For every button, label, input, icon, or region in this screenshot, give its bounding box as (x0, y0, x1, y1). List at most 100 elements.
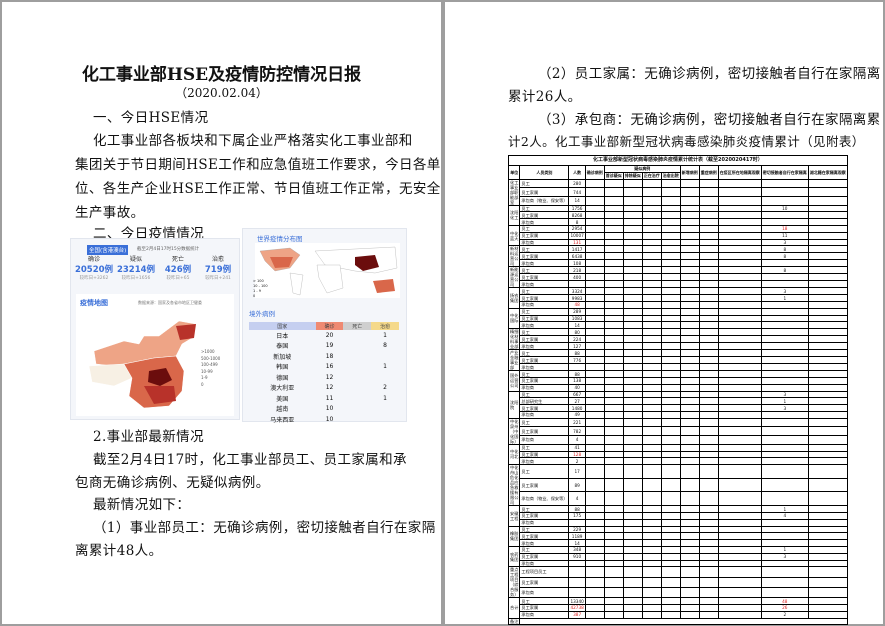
category-cell: 员工 (519, 266, 570, 275)
unit-cell: 国外运营公司 (507, 370, 521, 392)
home-isolation-cell (760, 457, 809, 466)
empty-cell (807, 342, 848, 351)
empty-cell (641, 491, 662, 507)
headcount-cell: 27 (568, 397, 586, 406)
unit-cell: 中化国际 (507, 307, 521, 330)
empty-cell (584, 335, 605, 344)
empty-cell (698, 363, 719, 372)
headcount-cell: 289 (568, 307, 586, 316)
empty-cell (717, 178, 762, 189)
empty-cell (584, 532, 605, 541)
home-isolation-cell (760, 211, 809, 220)
empty-cell (679, 363, 700, 372)
empty-cell (807, 457, 848, 466)
empty-cell (660, 370, 681, 378)
headcount-cell: 10007 (568, 231, 586, 240)
table-row: 重点工程项目（综合服务） 工程项目员工 (507, 566, 848, 599)
table-row: 农药集团 员工 348 1 (507, 545, 848, 568)
empty-cell (698, 280, 719, 289)
empty-cell (698, 417, 719, 428)
table-row: 承包商 387 2 (509, 610, 848, 619)
unit-cell: 沈阳化工 (507, 204, 521, 226)
para-line: 计2人。化工事业部新型冠状病毒感染肺炎疫情累计（见附表） (508, 134, 865, 149)
empty-cell (698, 477, 719, 493)
category-cell: 员工 (519, 464, 570, 479)
abroad-cell: 德国 (276, 374, 289, 382)
category-cell: 承包商 (519, 300, 570, 309)
empty-cell (807, 505, 848, 513)
empty-cell (807, 539, 848, 547)
home-isolation-cell (760, 370, 809, 378)
empty-cell (584, 464, 605, 479)
empty-cell (603, 328, 624, 337)
headcount-cell: 131 (568, 238, 586, 247)
empty-cell (717, 363, 762, 372)
empty-cell (622, 211, 643, 220)
stat-cured: 治愈 719例 较昨日+241 (204, 256, 232, 281)
empty-cell (717, 356, 762, 365)
headcount-cell: 17 (568, 464, 586, 479)
empty-cell (603, 294, 624, 302)
empty-cell (641, 597, 662, 606)
headcount-cell: 88 (568, 349, 586, 358)
page-2: （2）员工家属：无确诊病例，密切接触者自行在家隔离 累计26人。 （3）承包商：… (445, 2, 883, 626)
china-epidemic-image: 全国(含港澳台) 截至2月4日17时15分数据统计 确诊 20520例 较昨日+32… (70, 238, 240, 420)
table-row: 员工家属 138 (509, 376, 848, 385)
empty-cell (807, 552, 848, 561)
empty-cell (717, 477, 762, 493)
empty-cell (717, 218, 762, 226)
column-header: 人数 (568, 165, 586, 180)
empty-cell (641, 363, 662, 372)
empty-cell (698, 586, 719, 599)
empty-cell (679, 511, 700, 520)
empty-cell (603, 559, 624, 568)
empty-cell (584, 349, 605, 358)
empty-cell (660, 266, 681, 275)
empty-cell (603, 204, 624, 213)
empty-cell (807, 477, 848, 493)
empty-cell (679, 266, 700, 275)
column-header: 密切接触者自行在家隔离 (760, 165, 809, 180)
table-row: 承包商 40 (509, 383, 848, 392)
home-isolation-cell (760, 342, 809, 351)
empty-cell (660, 404, 681, 412)
empty-cell (603, 576, 624, 588)
category-cell: 承包商（物业、保安等） (519, 491, 570, 507)
empty-cell (717, 566, 762, 578)
empty-cell (603, 231, 624, 240)
category-cell: 员工 (519, 390, 570, 399)
headcount-cell: 89 (568, 477, 586, 493)
empty-cell (717, 349, 762, 358)
map-title: 疫情地图 (80, 299, 108, 307)
column-header: 首诊疑似 (603, 171, 624, 180)
empty-cell (807, 280, 848, 289)
category-cell: 员工 (519, 417, 570, 428)
category-cell: 员工家属 (519, 532, 570, 541)
empty-cell (622, 363, 643, 372)
empty-cell (603, 356, 624, 365)
empty-cell (584, 238, 605, 247)
headcount-cell: 1480 (568, 404, 586, 412)
empty-cell (717, 539, 762, 547)
empty-cell (622, 552, 643, 561)
empty-cell (698, 539, 719, 547)
table-row: 员工家属 910 3 (509, 552, 848, 561)
table-row: 橡胶集团 员工 229 (507, 525, 848, 547)
empty-cell (717, 342, 762, 351)
empty-cell (717, 491, 762, 507)
empty-cell (698, 178, 719, 189)
home-isolation-cell: 3 (760, 552, 809, 561)
empty-cell (679, 477, 700, 493)
home-isolation-cell (760, 349, 809, 358)
empty-cell (807, 204, 848, 213)
category-cell: 员工 (519, 349, 570, 358)
home-isolation-cell: 8 (760, 245, 809, 254)
empty-cell (641, 397, 662, 406)
table-row: 员工家属 782 (509, 426, 848, 437)
headcount-cell: 6438 (568, 252, 586, 261)
unit-cell: 沈阳院 (507, 390, 521, 419)
empty-cell (679, 218, 700, 226)
table-row: 沈阳化工 员工 1756 10 (507, 204, 848, 226)
category-cell: 员工家属 (519, 376, 570, 385)
empty-cell (622, 390, 643, 399)
